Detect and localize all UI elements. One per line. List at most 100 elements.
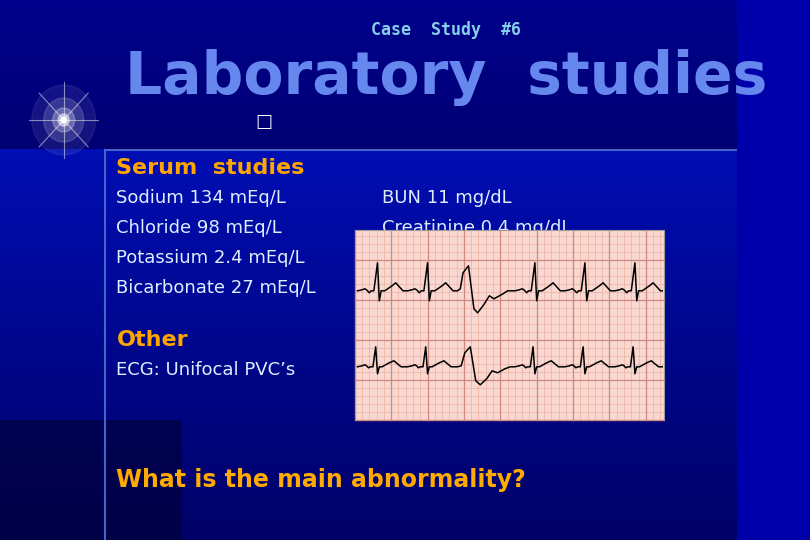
Bar xyxy=(0,116,737,122)
Bar xyxy=(0,467,737,472)
Bar xyxy=(0,368,737,374)
Bar xyxy=(0,12,737,18)
Bar xyxy=(0,165,737,171)
Bar xyxy=(0,287,737,293)
Bar xyxy=(0,444,737,450)
Bar xyxy=(0,282,737,288)
Bar xyxy=(0,242,737,247)
Circle shape xyxy=(53,108,75,132)
Bar xyxy=(0,30,737,36)
Bar xyxy=(0,89,737,94)
Bar xyxy=(0,440,737,445)
Bar xyxy=(0,498,737,504)
Text: What is the main abnormality?: What is the main abnormality? xyxy=(117,468,526,492)
Bar xyxy=(0,53,737,58)
Text: ECG: Unifocal PVC’s: ECG: Unifocal PVC’s xyxy=(117,361,296,379)
Circle shape xyxy=(61,117,66,123)
Bar xyxy=(0,143,737,148)
Bar xyxy=(0,390,737,396)
Bar xyxy=(0,314,737,320)
Bar xyxy=(0,373,737,378)
Text: □: □ xyxy=(255,113,272,131)
Bar xyxy=(0,0,737,4)
Text: Laboratory  studies: Laboratory studies xyxy=(125,50,767,106)
Bar xyxy=(0,215,737,220)
Bar xyxy=(0,255,737,261)
Bar xyxy=(0,525,737,531)
Bar xyxy=(0,327,737,333)
Bar xyxy=(0,431,737,436)
Bar xyxy=(0,454,737,459)
Bar xyxy=(0,521,737,526)
Bar xyxy=(0,57,737,63)
Bar xyxy=(0,273,737,279)
Bar xyxy=(0,300,737,306)
Bar xyxy=(0,246,737,252)
Bar xyxy=(0,471,737,477)
Bar xyxy=(0,192,737,198)
Bar xyxy=(0,179,737,185)
Bar xyxy=(0,413,737,418)
Text: Chloride 98 mEq/L: Chloride 98 mEq/L xyxy=(117,219,282,237)
Bar xyxy=(0,26,737,31)
Bar xyxy=(0,206,737,212)
Bar xyxy=(0,224,737,230)
Bar xyxy=(0,157,737,162)
Bar xyxy=(0,269,737,274)
Bar xyxy=(0,422,737,428)
Bar xyxy=(0,161,737,166)
Bar xyxy=(0,489,737,495)
Bar xyxy=(0,152,737,158)
Circle shape xyxy=(58,114,69,126)
Bar xyxy=(0,309,737,315)
Bar xyxy=(0,93,737,99)
Bar xyxy=(0,458,737,463)
Bar xyxy=(0,66,737,72)
Bar xyxy=(0,359,737,364)
Bar xyxy=(0,395,737,401)
Bar xyxy=(0,197,737,202)
Bar xyxy=(0,427,737,432)
Bar xyxy=(0,305,737,310)
Bar xyxy=(0,346,737,351)
Bar xyxy=(0,323,737,328)
Bar xyxy=(0,44,737,50)
Bar xyxy=(0,188,737,193)
Bar xyxy=(0,103,737,108)
Bar xyxy=(0,120,737,126)
Bar xyxy=(0,233,737,239)
Bar xyxy=(0,125,737,131)
Bar xyxy=(0,400,737,405)
Bar xyxy=(355,230,664,420)
Bar xyxy=(0,512,737,517)
Bar xyxy=(0,386,737,391)
Bar xyxy=(0,494,737,500)
Bar xyxy=(0,516,737,522)
Bar xyxy=(0,404,737,409)
Bar xyxy=(0,408,737,414)
Text: Potassium 2.4 mEq/L: Potassium 2.4 mEq/L xyxy=(117,249,305,267)
Text: BUN 11 mg/dL: BUN 11 mg/dL xyxy=(382,189,512,207)
Bar xyxy=(0,134,737,139)
Circle shape xyxy=(32,85,96,155)
Bar xyxy=(0,449,737,455)
Bar xyxy=(0,39,737,45)
Bar xyxy=(0,319,737,324)
Bar xyxy=(0,420,182,540)
Bar xyxy=(0,49,737,54)
Bar xyxy=(0,62,737,68)
Bar xyxy=(0,170,737,176)
Bar xyxy=(0,278,737,284)
Bar xyxy=(0,435,737,441)
Bar xyxy=(0,211,737,216)
Bar xyxy=(0,481,737,486)
Text: Other: Other xyxy=(117,330,188,350)
Bar xyxy=(0,228,737,234)
Bar xyxy=(0,174,737,180)
Bar xyxy=(0,417,737,423)
Bar xyxy=(0,332,737,338)
Bar xyxy=(0,8,737,14)
Bar xyxy=(0,476,737,482)
Bar xyxy=(0,260,737,266)
Bar xyxy=(0,3,737,9)
